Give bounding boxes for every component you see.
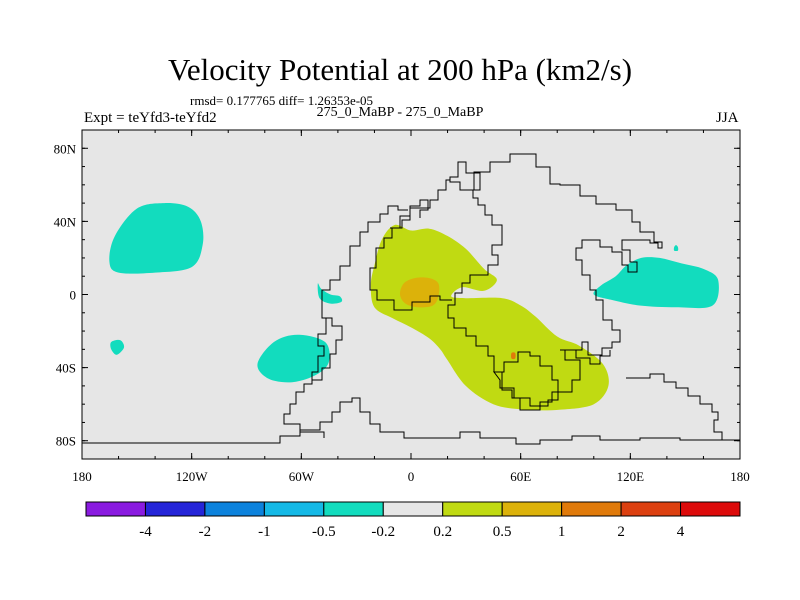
coast-eurasia-africa [447, 153, 663, 411]
colorbar-box [323, 501, 384, 517]
x-tick-label: 120E [617, 469, 645, 484]
stats-line: rmsd= 0.177765 diff= 1.26353e-05 [190, 93, 374, 108]
colorbar-box [204, 501, 265, 517]
plot-subtitle: 275_0_MaBP - 275_0_MaBP [316, 105, 484, 120]
y-tick-label: 40N [54, 214, 77, 229]
colorbar-box [144, 501, 206, 517]
colorbar-label: -4 [139, 524, 152, 540]
colorbar-label: 2 [617, 524, 625, 540]
colorbar-box [620, 501, 682, 517]
x-tick-label: 0 [408, 469, 415, 484]
colorbar-label: -0.5 [312, 524, 336, 540]
colorbar-label: 4 [677, 524, 685, 540]
colorbar-label: 0.2 [433, 524, 452, 540]
coast-antarctica [82, 397, 740, 445]
region-neg-brazil [317, 283, 343, 304]
region-neg-south-america [257, 334, 330, 383]
y-tick-label: 40S [56, 361, 76, 376]
colorbar-box [680, 501, 741, 517]
x-tick-label: 180 [72, 469, 92, 484]
experiment-label: Expt = teYfd3-teYfd2 [84, 110, 217, 126]
region-neg-north-pacific [109, 203, 204, 274]
coast-africa-west [369, 207, 452, 311]
region-neg-south-pacific-dot [110, 339, 125, 355]
region-neg-west-pacific [593, 257, 719, 309]
coast-europe-north [420, 179, 450, 209]
season-label: JJA [716, 110, 739, 126]
colorbar-box [442, 501, 503, 517]
colorbar-box [561, 501, 622, 517]
coast-australia [493, 351, 559, 407]
x-tick-label: 60E [510, 469, 531, 484]
x-tick-label: 180 [730, 469, 750, 484]
coast-nz-pacific [626, 373, 740, 441]
y-tick-label: 80N [54, 141, 77, 156]
y-tick-label: 0 [70, 288, 77, 303]
x-tick-label: 60W [289, 469, 315, 484]
plot-title: Velocity Potential at 200 hPa (km2/s) [167, 52, 633, 87]
coast-indonesia [560, 349, 611, 365]
coast-greenland [390, 199, 429, 229]
region-pos-core-west-africa [399, 277, 440, 308]
region-pos-africa-indian [370, 224, 609, 411]
x-tick-label: 120W [176, 469, 209, 484]
colorbar-box [382, 501, 444, 517]
region-neg-west-pacific-dot [673, 245, 679, 252]
colorbar: -4 -2 -1 -0.5 -0.2 0.2 0.5 1 2 4 [85, 501, 741, 540]
coast-south-america-east [312, 317, 343, 381]
colorbar-box [85, 501, 146, 517]
colorbar-label: -0.2 [371, 524, 395, 540]
region-pos-dot-southern-africa [511, 352, 516, 360]
colorbar-label: -2 [199, 524, 212, 540]
colorbar-label: 1 [558, 524, 566, 540]
map-axes: 180 120W 60W 0 60E 120E 180 80N 40N 0 40S 80S [54, 129, 750, 484]
coastlines [82, 153, 740, 445]
coast-americas [283, 205, 408, 438]
colorbar-box [501, 501, 563, 517]
colorbar-box [263, 501, 325, 517]
y-tick-label: 80S [56, 434, 76, 449]
colorbar-label: 0.5 [493, 524, 512, 540]
contour-regions [109, 203, 719, 411]
colorbar-label: -1 [258, 524, 271, 540]
